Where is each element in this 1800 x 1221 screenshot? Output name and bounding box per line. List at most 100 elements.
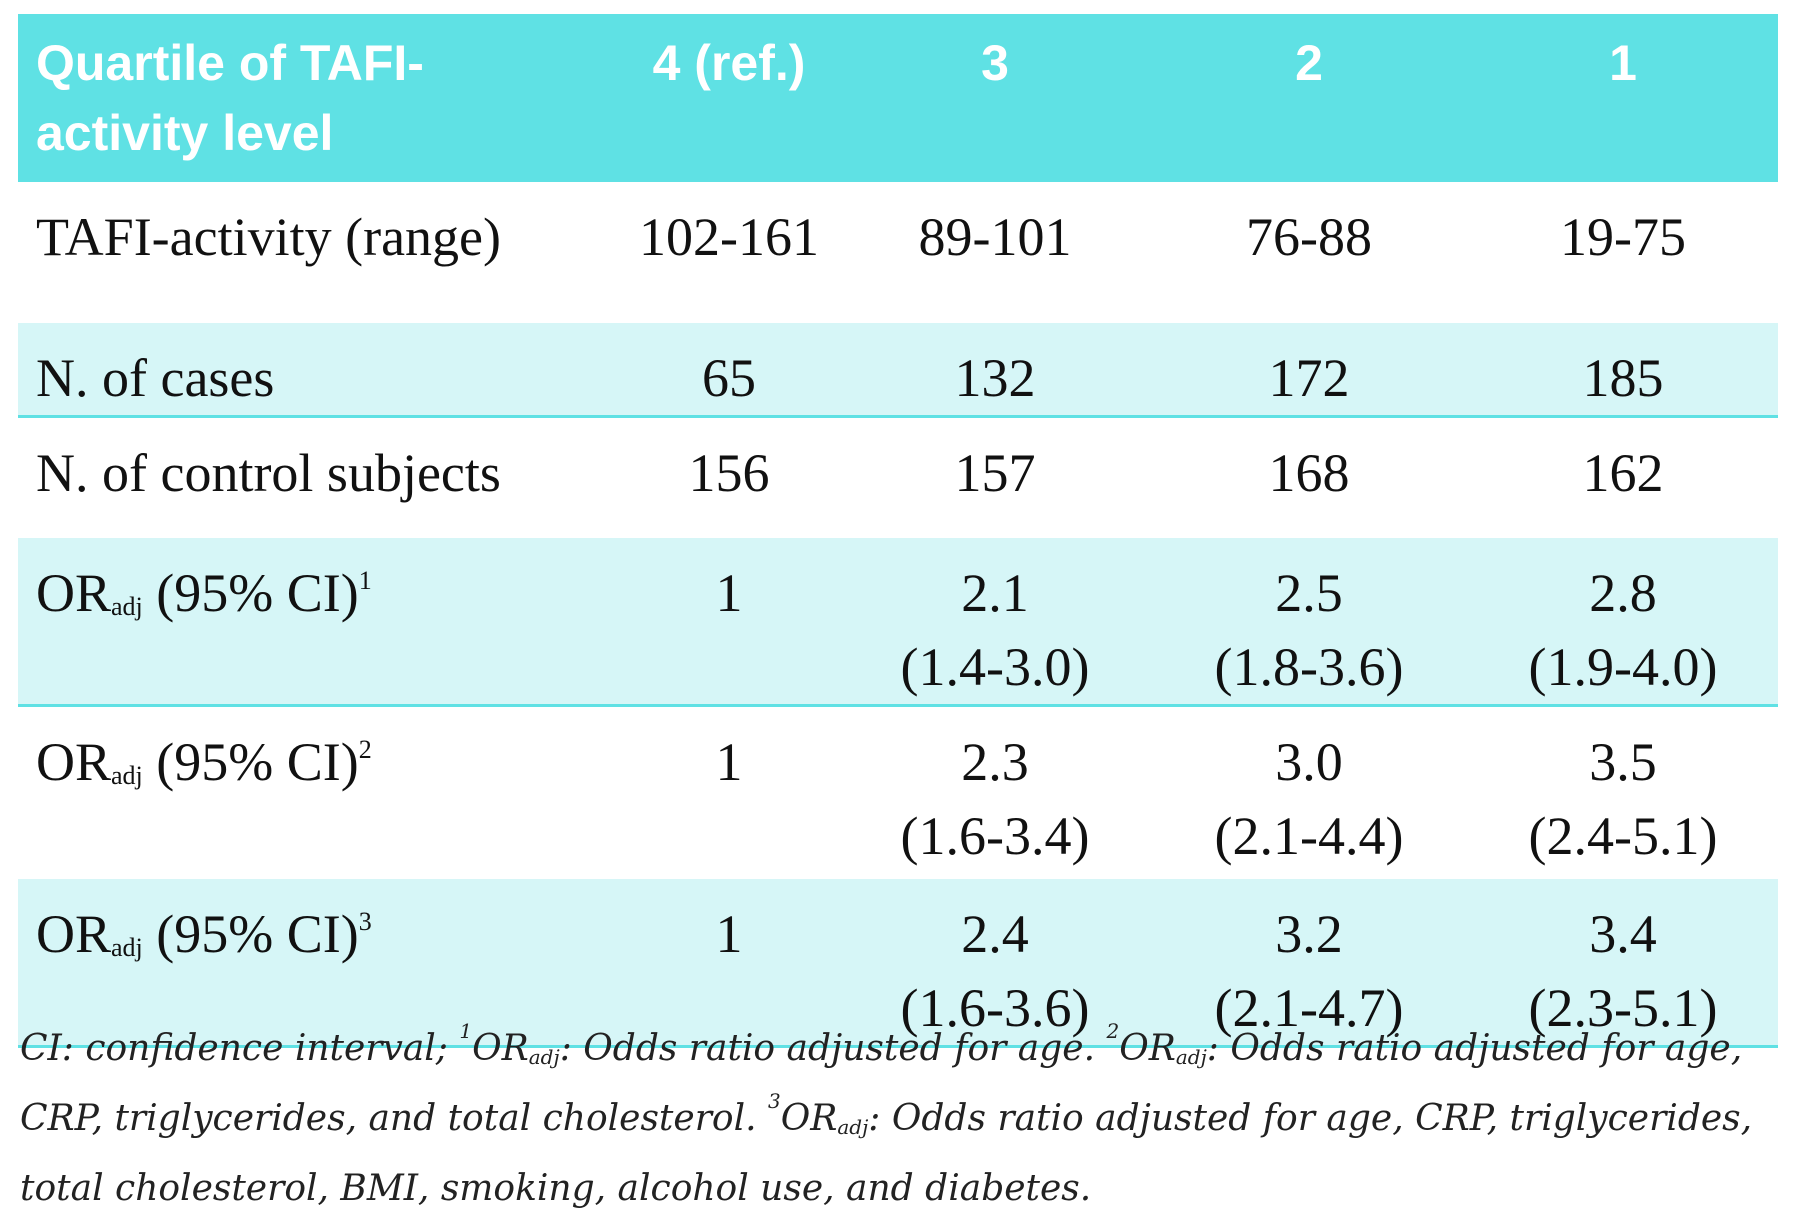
value-cell: 157 <box>840 417 1150 538</box>
value-cell: 65 <box>618 323 840 418</box>
footnote: CI: confidence interval; 1ORadj: Odds ra… <box>20 1018 1780 1220</box>
label-superscript: 1 <box>358 565 372 595</box>
value-cell: 2.5 (1.8-3.6) <box>1150 537 1468 707</box>
header-text: Quartile of TAFI- <box>36 35 424 91</box>
header-text: 4 (ref.) <box>652 35 806 91</box>
cell-text: 76-88 <box>1246 207 1372 267</box>
cell-text: (2.1-4.7) <box>1214 978 1404 1038</box>
value-cell: 2.4 (1.6-3.6) <box>840 879 1150 1048</box>
cell-text: 89-101 <box>918 207 1072 267</box>
header-cell: 4 (ref.) <box>618 14 840 182</box>
cell-text: 19-75 <box>1560 207 1686 267</box>
header-cell: 3 <box>840 14 1150 182</box>
cell-text: 157 <box>954 443 1036 503</box>
table-row: N. of cases 65 132 172 185 <box>18 323 1778 418</box>
value-cell: 3.4 (2.3-5.1) <box>1468 879 1778 1048</box>
header-cell: 1 <box>1468 14 1778 182</box>
cell-text: 1 <box>715 731 743 792</box>
footnote-superscript: 1 <box>459 1019 473 1043</box>
footnote-text: CI: confidence interval; <box>20 1028 460 1069</box>
cell-text: 156 <box>688 443 770 503</box>
header-cell: 2 <box>1150 14 1468 182</box>
cell-text: (2.3-5.1) <box>1528 978 1718 1038</box>
table-row: ORadj (95% CI)2 1 2.3 (1.6-3.4) 3.0 (2.1-4.4)… <box>18 705 1778 879</box>
cell-text: 2.3 <box>961 731 1029 792</box>
cell-text: 2.5 <box>1275 562 1343 623</box>
label-text: OR <box>36 731 112 792</box>
label-text: (95% CI) <box>142 562 359 623</box>
table-row: ORadj (95% CI)3 1 2.4 (1.6-3.6) 3.2 (2.1-4.7)… <box>18 879 1778 1048</box>
cell-text: 3.5 <box>1589 731 1657 792</box>
cell-text: 168 <box>1268 443 1350 503</box>
label-text: (95% CI) <box>142 731 359 792</box>
value-cell: 1 <box>618 537 840 707</box>
cell-text: 2.1 <box>961 562 1029 623</box>
header-text: 3 <box>981 35 1009 91</box>
cell-text: 3.2 <box>1275 904 1343 964</box>
cell-text: 2.8 <box>1589 562 1657 623</box>
row-label: TAFI-activity (range) <box>18 182 618 323</box>
cell-text: 102-161 <box>639 207 819 267</box>
cell-text: (2.4-5.1) <box>1528 805 1718 866</box>
table-row: N. of control subjects 156 157 168 162 <box>18 417 1778 538</box>
cell-text: 132 <box>954 348 1036 408</box>
value-cell: 2.3 (1.6-3.4) <box>840 705 1150 879</box>
cell-text: 185 <box>1582 348 1664 408</box>
cell-text: (1.8-3.6) <box>1214 636 1404 697</box>
label-superscript: 2 <box>358 734 372 764</box>
value-cell: 102-161 <box>618 182 840 323</box>
footnote-subscript: adj <box>528 1045 560 1069</box>
cell-text: 1 <box>715 562 743 623</box>
row-label: ORadj (95% CI)3 <box>18 879 618 1048</box>
value-cell: 76-88 <box>1150 182 1468 323</box>
header-text: 2 <box>1295 35 1323 91</box>
footnote-subscript: adj <box>837 1115 869 1139</box>
row-label: N. of cases <box>18 323 618 418</box>
value-cell: 185 <box>1468 323 1778 418</box>
footnote-text: OR <box>780 1098 838 1139</box>
footnote-superscript: 3 <box>767 1089 781 1113</box>
value-cell: 3.5 (2.4-5.1) <box>1468 705 1778 879</box>
cell-text: (1.9-4.0) <box>1528 636 1718 697</box>
cell-text: (1.6-3.6) <box>900 978 1090 1038</box>
footnote-text: : Odds ratio adjusted for age, CRP, trig… <box>20 1098 1753 1209</box>
value-cell: 89-101 <box>840 182 1150 323</box>
footnote-text: : Odds ratio adjusted for age, CRP, trig… <box>20 1028 1743 1139</box>
cell-text: 162 <box>1582 443 1664 503</box>
value-cell: 162 <box>1468 417 1778 538</box>
label-text: OR <box>36 904 112 964</box>
header-text: 1 <box>1609 35 1637 91</box>
cell-text: 2.4 <box>961 904 1029 964</box>
cell-text: 3.0 <box>1275 731 1343 792</box>
cell-text: (1.4-3.0) <box>900 636 1090 697</box>
header-row: Quartile of TAFI-activity level 4 (ref.) 3… <box>18 14 1778 182</box>
table-row: TAFI-activity (range) 102-161 89-101 76-88 1… <box>18 182 1778 323</box>
label-subscript: adj <box>111 760 143 790</box>
value-cell: 156 <box>618 417 840 538</box>
header-cell: Quartile of TAFI-activity level <box>18 14 618 182</box>
value-cell: 3.0 (2.1-4.4) <box>1150 705 1468 879</box>
data-table: Quartile of TAFI-activity level 4 (ref.) 3… <box>18 14 1778 1048</box>
label-subscript: adj <box>111 591 143 621</box>
header-text: activity level <box>36 105 334 161</box>
footnote-subscript: adj <box>1175 1045 1207 1069</box>
label-text: N. of cases <box>36 348 275 408</box>
footnote-superscript: 2 <box>1106 1019 1120 1043</box>
cell-text: 3.4 <box>1589 904 1657 964</box>
value-cell: 19-75 <box>1468 182 1778 323</box>
value-cell: 132 <box>840 323 1150 418</box>
row-label: N. of control subjects <box>18 417 618 538</box>
label-text: N. of control subjects <box>36 443 501 503</box>
value-cell: 2.1 (1.4-3.0) <box>840 537 1150 707</box>
value-cell: 1 <box>618 705 840 879</box>
value-cell: 172 <box>1150 323 1468 418</box>
footnote-text: OR <box>1119 1028 1176 1069</box>
cell-text: 1 <box>715 904 743 964</box>
value-cell: 1 <box>618 879 840 1048</box>
value-cell: 2.8 (1.9-4.0) <box>1468 537 1778 707</box>
value-cell: 168 <box>1150 417 1468 538</box>
label-text: (95% CI) <box>142 904 359 964</box>
footnote-text: OR <box>472 1028 529 1069</box>
cell-text: 65 <box>702 348 756 408</box>
